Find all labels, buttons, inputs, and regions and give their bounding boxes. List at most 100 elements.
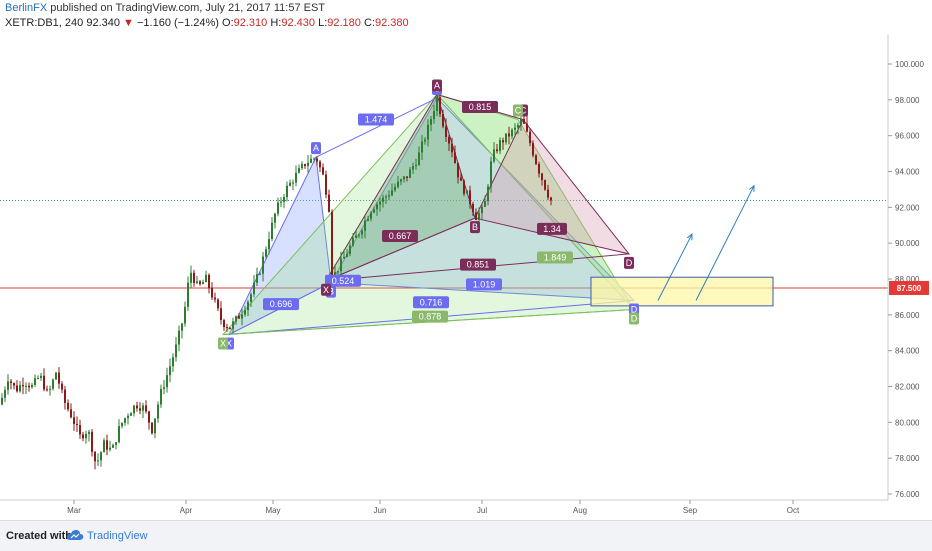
open-label: O: <box>222 17 234 29</box>
arrow-head-icon <box>686 233 693 241</box>
ratio-label-bg <box>358 113 394 126</box>
price-axis[interactable]: 100.000 98.000 96.000 94.000 92.000 90.000 88.… <box>888 60 929 499</box>
price-tick-label: 100.000 <box>895 60 924 69</box>
candle-body <box>274 213 276 223</box>
ratio-label: 0.667 <box>389 231 412 241</box>
ratio-label-bg <box>462 101 498 113</box>
candle-body <box>16 385 18 392</box>
candle-body <box>547 189 549 198</box>
time-tick-label: May <box>265 506 280 515</box>
candle-body <box>475 212 477 220</box>
candle-body <box>292 182 294 184</box>
candle-body <box>310 158 312 163</box>
price-tick-label: 88.000 <box>895 275 920 284</box>
price-tick-label: 82.000 <box>895 383 920 392</box>
candle-body <box>430 119 432 125</box>
author-link[interactable]: BerlinFX <box>5 2 48 14</box>
candle-body <box>136 405 138 409</box>
candle-body <box>238 316 240 319</box>
candle-body <box>25 385 27 387</box>
projection-arrow-line[interactable] <box>695 185 755 301</box>
projection-arrow-line[interactable] <box>657 233 693 301</box>
candle-body <box>214 297 216 300</box>
time-tick-label: Jul <box>477 506 487 515</box>
point-label: D <box>631 313 638 323</box>
point-label: X <box>220 339 226 349</box>
candle-body <box>379 201 381 205</box>
candle-body <box>124 418 126 423</box>
candle-body <box>112 444 114 448</box>
candle-body <box>355 235 357 238</box>
candle-body <box>496 149 498 152</box>
candle-body <box>226 327 228 329</box>
candle-body <box>349 245 351 254</box>
candle-body <box>424 139 426 142</box>
ratio-label: 1.019 <box>473 279 496 289</box>
price-tick-label: 78.000 <box>895 454 920 463</box>
candle-body <box>466 190 468 194</box>
candle-body <box>352 237 354 246</box>
candle-body <box>160 388 162 405</box>
price-line-label: 87.500 <box>897 284 922 293</box>
tradingview-brand-link[interactable]: TradingView <box>87 530 148 542</box>
candle-body <box>484 201 486 207</box>
candle-body <box>313 158 315 160</box>
candle-body <box>325 174 327 195</box>
time-axis[interactable]: Mar Apr May Jun Jul Aug Sep Oct <box>67 500 800 515</box>
candle-body <box>388 195 390 197</box>
candle-body <box>307 162 309 167</box>
point-label-bg <box>513 104 523 117</box>
point-label: X <box>226 339 232 349</box>
price-tick-label: 98.000 <box>895 96 920 105</box>
candle-body <box>409 169 411 178</box>
candle-body <box>58 372 60 384</box>
purple-xb-line <box>325 217 476 282</box>
candle-body <box>304 164 306 167</box>
candle-body <box>67 402 69 410</box>
candle-body <box>31 384 33 388</box>
candle-body <box>52 379 54 389</box>
price-chart[interactable]: 1.4740.6961.0190.7160.524XABCD0.8150.667… <box>0 0 932 520</box>
time-tick-label: Apr <box>180 506 193 515</box>
candle-body <box>358 234 360 236</box>
candle-body <box>148 411 150 423</box>
symbol-label[interactable]: XETR:DB1, 240 <box>5 17 84 29</box>
time-tick-label: Aug <box>573 506 587 515</box>
candle-body <box>532 143 534 156</box>
candle-body <box>97 460 99 462</box>
candle-body <box>103 440 105 453</box>
point-label: A <box>313 143 319 153</box>
candle-body <box>1 397 3 405</box>
candle-body <box>472 203 474 213</box>
candle-body <box>199 281 201 285</box>
candle-body <box>301 164 303 169</box>
high-value: 92.430 <box>281 17 316 29</box>
candle-body <box>4 389 6 398</box>
candle-body <box>259 273 261 275</box>
candle-body <box>370 212 372 219</box>
footer-bar: Created with TradingView <box>0 520 932 551</box>
candle-body <box>283 197 285 202</box>
time-tick-label: Mar <box>67 506 81 515</box>
target-zone-rect[interactable] <box>590 276 774 307</box>
candle-body <box>100 452 102 461</box>
candle-body <box>376 204 378 210</box>
candle-body <box>94 451 96 462</box>
candle-body <box>157 404 159 419</box>
candle-body <box>412 166 414 170</box>
blue-pattern-bcd[interactable] <box>330 97 636 302</box>
candle-body <box>241 314 243 319</box>
candle-body <box>211 288 213 298</box>
purple-pattern-bcd[interactable] <box>474 118 631 255</box>
low-label: L: <box>318 17 328 29</box>
candle-body <box>457 163 459 178</box>
candle-body <box>37 378 39 380</box>
plot-area[interactable]: 1.4740.6961.0190.7160.524XABCD0.8150.667… <box>0 79 888 470</box>
candle-body <box>391 190 393 196</box>
price-tick-label: 84.000 <box>895 347 920 356</box>
candle-body <box>478 213 480 220</box>
candle-body <box>454 152 456 164</box>
close-label: C: <box>363 17 375 29</box>
candle-body <box>172 357 174 367</box>
candle-body <box>343 256 345 259</box>
